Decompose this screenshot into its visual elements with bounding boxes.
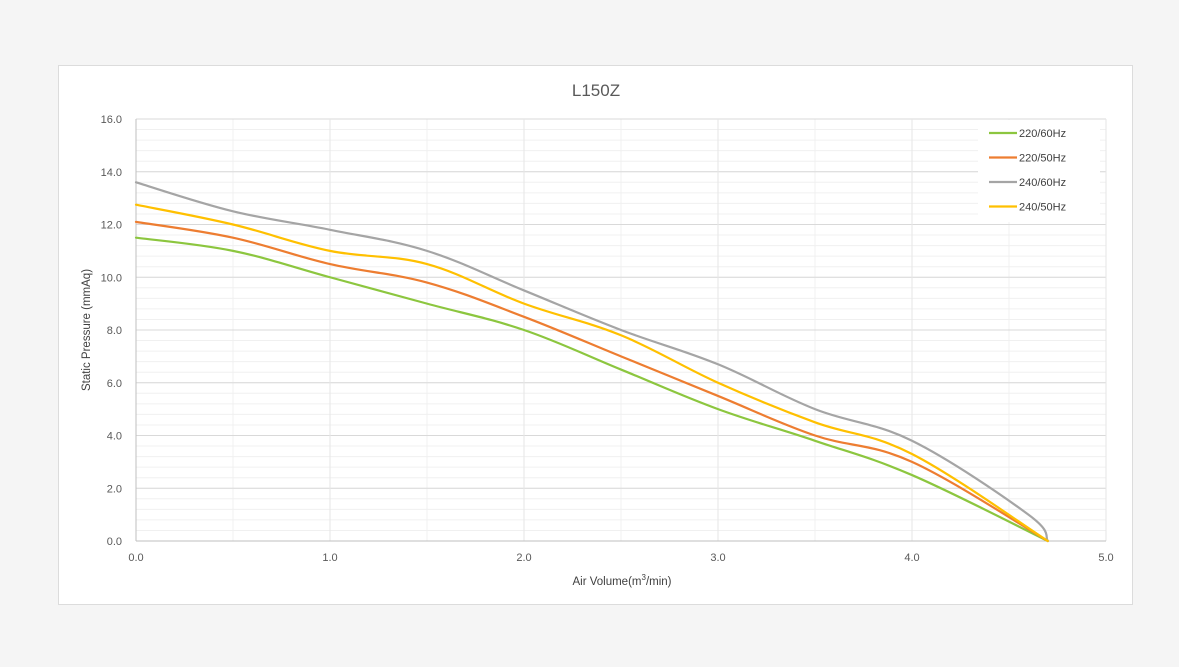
axes	[135, 119, 1106, 542]
y-axis-label: Static Pressure (mmAq)	[81, 269, 93, 391]
line-chart: 0.0 2.0 4.0 6.0 8.0 10.0 12.0 14.0 16.0 0.0 1.0 2.…	[81, 81, 1114, 588]
legend-label: 220/50Hz	[1019, 153, 1066, 165]
x-axis-label: Air Volume(m3/min)	[572, 573, 671, 588]
legend-label: 220/60Hz	[1019, 128, 1066, 140]
legend-label: 240/50Hz	[1019, 202, 1066, 214]
legend-background	[978, 120, 1100, 222]
x-tick-label: 1.0	[322, 552, 337, 564]
y-tick-label: 10.0	[101, 272, 122, 284]
y-axis-ticks: 0.0 2.0 4.0 6.0 8.0 10.0 12.0 14.0 16.0	[101, 114, 122, 548]
series-lines	[134, 181, 1049, 543]
y-tick-label: 12.0	[101, 220, 122, 232]
x-axis-label-suffix: /min)	[646, 576, 672, 588]
chart-title: L150Z	[572, 81, 620, 100]
y-tick-label: 8.0	[107, 325, 122, 337]
x-axis-ticks: 0.0 1.0 2.0 3.0 4.0 5.0	[128, 552, 1113, 564]
y-tick-label: 6.0	[107, 378, 122, 390]
legend: 220/60Hz 220/50Hz 240/60Hz 240/50Hz	[978, 120, 1100, 222]
x-tick-label: 5.0	[1098, 552, 1113, 564]
series-line-220-60hz	[134, 236, 1049, 543]
x-tick-label: 4.0	[904, 552, 919, 564]
chart-panel: 0.0 2.0 4.0 6.0 8.0 10.0 12.0 14.0 16.0 0.0 1.0 2.…	[58, 65, 1133, 605]
x-tick-label: 3.0	[710, 552, 725, 564]
series-line-240-60hz	[134, 181, 1049, 543]
y-tick-label: 0.0	[107, 536, 122, 548]
y-tick-label: 14.0	[101, 167, 122, 179]
x-axis-label-superscript: 3	[642, 573, 647, 582]
x-tick-label: 0.0	[128, 552, 143, 564]
legend-label: 240/60Hz	[1019, 177, 1066, 189]
y-tick-label: 2.0	[107, 483, 122, 495]
series-line-240-50hz	[134, 203, 1049, 543]
series-line-220-50hz	[134, 220, 1049, 543]
x-axis-label-prefix: Air Volume(m	[572, 576, 641, 588]
y-tick-label: 16.0	[101, 114, 122, 126]
x-tick-label: 2.0	[516, 552, 531, 564]
y-tick-label: 4.0	[107, 431, 122, 443]
